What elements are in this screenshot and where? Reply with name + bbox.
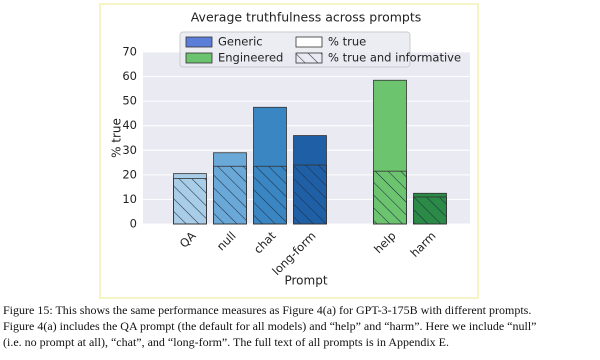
legend-label: % true (328, 35, 366, 49)
y-axis-label: % true (110, 118, 124, 158)
x-tick-label: QA (177, 229, 199, 251)
caption-line: (i.e. no prompt at all), “chat”, and “lo… (3, 335, 449, 349)
y-tick-label: 50 (122, 94, 137, 108)
x-tick-label: harm (407, 229, 438, 260)
bar-hatched (373, 170, 407, 225)
legend-label: % true and informative (328, 51, 461, 65)
legend-swatch (185, 52, 213, 64)
y-tick-label: 70 (122, 45, 137, 59)
legend-swatch (295, 52, 323, 64)
legend-label: Generic (218, 35, 263, 49)
caption-line: Figure 4(a) includes the QA prompt (the … (3, 319, 537, 333)
caption-line: Figure 15: This shows the same performan… (3, 303, 532, 317)
bar-hatched (213, 165, 247, 225)
y-tick-label: 40 (122, 118, 137, 132)
legend-label: Engineered (218, 51, 283, 65)
legend-swatch (295, 36, 323, 48)
bar-hatched (293, 164, 327, 225)
bar-hatched (413, 196, 447, 225)
x-tick-label: help (371, 229, 398, 256)
figure: Average truthfulness across prompts Prom… (99, 3, 479, 299)
y-tick-label: 30 (122, 143, 137, 157)
x-tick-label: long-form (269, 229, 318, 278)
x-tick-label: null (214, 229, 239, 254)
figure-border (99, 3, 479, 299)
x-tick-label: chat (251, 228, 279, 256)
bar-hatched (173, 178, 207, 225)
y-tick-label: 0 (130, 217, 137, 231)
y-tick-label: 10 (122, 192, 137, 206)
caption: Figure 15: This shows the same performan… (3, 302, 597, 350)
y-tick-label: 20 (122, 167, 137, 181)
x-axis-label: Prompt (284, 274, 327, 288)
chart-title: Average truthfulness across prompts (191, 10, 422, 25)
y-tick-label: 60 (122, 69, 137, 83)
legend-box (179, 31, 411, 68)
bar-hatched (253, 165, 287, 225)
legend-swatch (185, 36, 213, 48)
